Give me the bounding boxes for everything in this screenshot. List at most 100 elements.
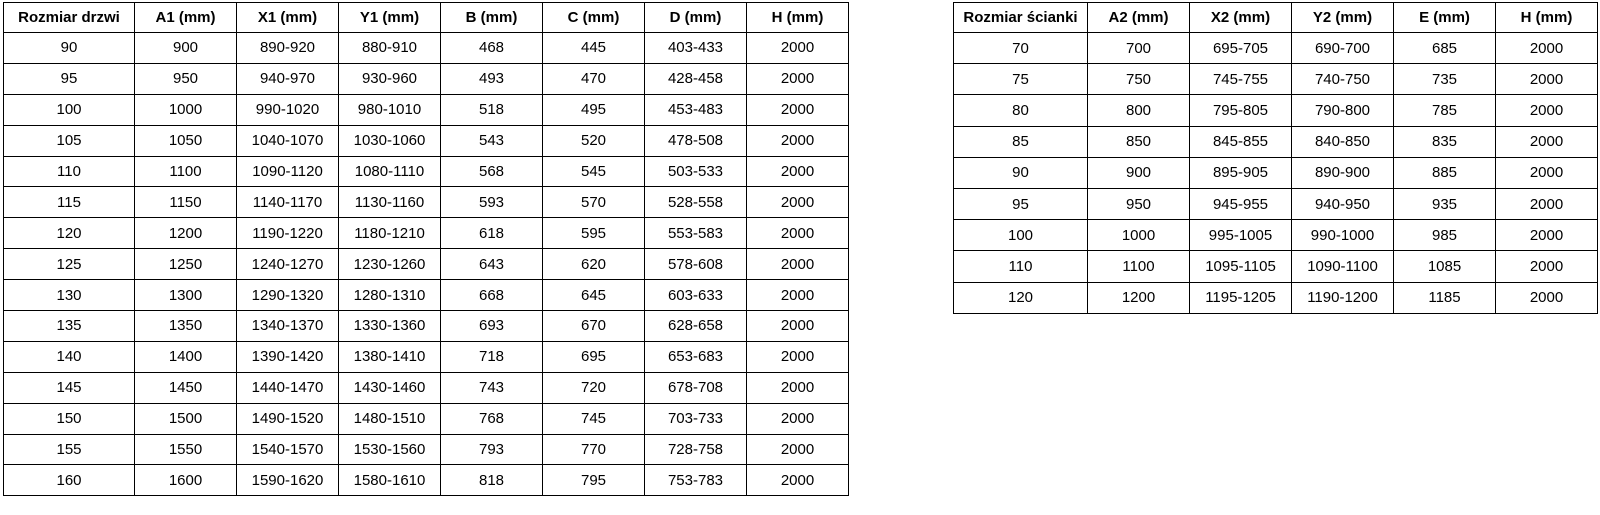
table-cell: 800 — [1087, 94, 1190, 127]
table-cell: 745 — [542, 402, 645, 435]
table-cell: 75 — [953, 63, 1088, 96]
table-cell: 2000 — [746, 124, 849, 157]
table-cell: 940-970 — [236, 62, 339, 95]
table-cell: 850 — [1087, 125, 1190, 158]
table-cell: 1040-1070 — [236, 124, 339, 157]
table-cell: 985 — [1393, 219, 1496, 252]
table-cell: 90 — [3, 32, 135, 64]
table-cell: 628-658 — [644, 310, 747, 342]
table-cell: 2000 — [746, 402, 849, 435]
table-cell: 900 — [1087, 156, 1190, 189]
table-cell: 2000 — [1495, 31, 1598, 65]
table-cell: 2000 — [746, 155, 849, 188]
table-cell: 720 — [542, 371, 645, 404]
table-cell: 1030-1060 — [338, 124, 441, 157]
table-cell: 2000 — [1495, 250, 1598, 283]
table-cell: 1200 — [134, 217, 237, 250]
wall-size-table: Rozmiar ścianki A2 (mm) X2 (mm) Y2 (mm) E (m… — [953, 2, 1598, 314]
table-cell: 935 — [1393, 187, 1496, 221]
table-cell: 1490-1520 — [236, 402, 339, 435]
table-cell: 85 — [953, 125, 1088, 158]
table-row: 90 900 890-920 880-910 468 445 403-433 2000 — [3, 32, 849, 64]
table-cell: 1500 — [134, 402, 237, 435]
table-cell: 520 — [542, 124, 645, 157]
table-cell: 1350 — [134, 310, 237, 342]
table-cell: 578-608 — [644, 248, 747, 281]
table-cell: 518 — [440, 93, 543, 126]
table-cell: 2000 — [746, 464, 849, 497]
table-cell: 2000 — [1495, 125, 1598, 158]
table-row: 105 1050 1040-1070 1030-1060 543 520 478-508 20… — [3, 124, 849, 157]
table-cell: 120 — [953, 281, 1088, 314]
table-cell: 1600 — [134, 464, 237, 497]
table-cell: 945-955 — [1189, 187, 1292, 221]
table-cell: 1430-1460 — [338, 371, 441, 404]
column-header: C (mm) — [542, 2, 645, 33]
table-cell: 880-910 — [338, 32, 441, 64]
table-cell: 1095-1105 — [1189, 250, 1292, 283]
table-cell: 845-855 — [1189, 125, 1292, 158]
table-cell: 2000 — [1495, 219, 1598, 252]
table-cell: 495 — [542, 93, 645, 126]
table-cell: 1290-1320 — [236, 279, 339, 312]
table-cell: 453-483 — [644, 93, 747, 126]
table-cell: 528-558 — [644, 186, 747, 219]
table-cell: 570 — [542, 186, 645, 219]
table-cell: 468 — [440, 32, 543, 64]
table-cell: 470 — [542, 62, 645, 95]
column-header: D (mm) — [644, 2, 747, 33]
table-cell: 745-755 — [1189, 63, 1292, 96]
table-cell: 1530-1560 — [338, 433, 441, 466]
table-cell: 1090-1100 — [1291, 250, 1394, 283]
table-cell: 1300 — [134, 279, 237, 312]
table-cell: 1250 — [134, 248, 237, 281]
table-cell: 740-750 — [1291, 63, 1394, 96]
table-cell: 120 — [3, 217, 135, 250]
table-cell: 1230-1260 — [338, 248, 441, 281]
table-cell: 1185 — [1393, 281, 1496, 314]
table-cell: 1100 — [134, 155, 237, 188]
table-cell: 753-783 — [644, 464, 747, 497]
table-cell: 685 — [1393, 31, 1496, 65]
header-row: Rozmiar ścianki A2 (mm) X2 (mm) Y2 (mm) E (m… — [953, 2, 1598, 33]
table-row: 110 1100 1095-1105 1090-1100 1085 2000 — [953, 250, 1598, 283]
table-cell: 1280-1310 — [338, 279, 441, 312]
table-cell: 768 — [440, 402, 543, 435]
table-row: 90 900 895-905 890-900 885 2000 — [953, 156, 1598, 189]
table-cell: 568 — [440, 155, 543, 188]
table-row: 120 1200 1190-1220 1180-1210 618 595 553-583 20… — [3, 217, 849, 250]
table-cell: 700 — [1087, 31, 1190, 65]
table-cell: 110 — [953, 250, 1088, 283]
table-cell: 620 — [542, 248, 645, 281]
table-cell: 940-950 — [1291, 187, 1394, 221]
table-cell: 105 — [3, 124, 135, 157]
table-cell: 2000 — [746, 62, 849, 95]
table-cell: 895-905 — [1189, 156, 1292, 189]
table-cell: 980-1010 — [338, 93, 441, 126]
table-cell: 795-805 — [1189, 94, 1292, 127]
table-cell: 643 — [440, 248, 543, 281]
table-row: 95 950 940-970 930-960 493 470 428-458 2000 — [3, 62, 849, 95]
table-cell: 2000 — [746, 32, 849, 64]
table-cell: 2000 — [746, 217, 849, 250]
table-row: 120 1200 1195-1205 1190-1200 1185 2000 — [953, 281, 1598, 314]
table-cell: 1450 — [134, 371, 237, 404]
table-row: 100 1000 995-1005 990-1000 985 2000 — [953, 219, 1598, 252]
table-cell: 618 — [440, 217, 543, 250]
table-cell: 1190-1220 — [236, 217, 339, 250]
table-row: 145 1450 1440-1470 1430-1460 743 720 678-708 20… — [3, 371, 849, 404]
table-cell: 160 — [3, 464, 135, 497]
table-cell: 668 — [440, 279, 543, 312]
table-cell: 653-683 — [644, 340, 747, 373]
table-cell: 95 — [3, 62, 135, 95]
table-cell: 703-733 — [644, 402, 747, 435]
table-cell: 125 — [3, 248, 135, 281]
door-size-table: Rozmiar drzwi A1 (mm) X1 (mm) Y1 (mm) B (mm)… — [3, 2, 849, 497]
table-cell: 890-900 — [1291, 156, 1394, 189]
table-cell: 1190-1200 — [1291, 281, 1394, 314]
table-cell: 135 — [3, 310, 135, 342]
table-cell: 1200 — [1087, 281, 1190, 314]
table-cell: 818 — [440, 464, 543, 497]
table-cell: 645 — [542, 279, 645, 312]
table-cell: 835 — [1393, 125, 1496, 158]
